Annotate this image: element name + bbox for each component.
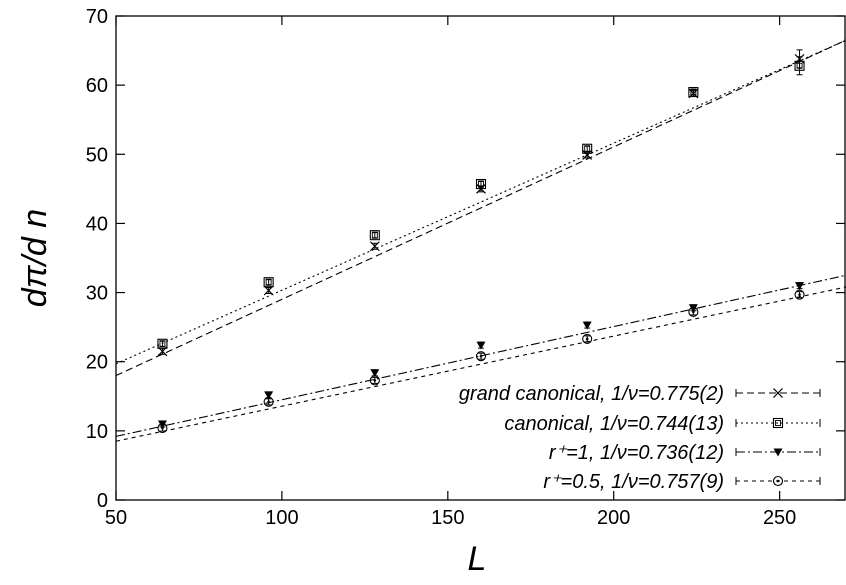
x-axis-label: L (468, 540, 487, 578)
data-point-series-4 (794, 289, 805, 300)
marker-inner (796, 62, 803, 69)
fit-line-series-4 (115, 286, 846, 442)
x-tick-label: 250 (763, 507, 796, 529)
marker-stroke (773, 388, 783, 398)
data-point-series-2 (369, 230, 380, 241)
x-tick-label: 200 (597, 507, 630, 529)
marker-outer (688, 306, 699, 317)
data-point-series-3 (264, 391, 274, 400)
data-points (157, 49, 805, 434)
legend-marker-series-3 (773, 448, 783, 457)
y-tick-label: 0 (97, 490, 108, 512)
marker-inner (776, 479, 780, 483)
data-point-series-3 (795, 282, 805, 291)
marker-inner (161, 426, 164, 430)
legend-label-series-3: r⁺=1, 1/ν=0.736(12) (549, 442, 724, 464)
fit-line-series-1 (115, 39, 846, 377)
marker-stroke (369, 241, 380, 252)
data-point-series-3 (370, 369, 380, 378)
data-point-series-4 (263, 396, 274, 407)
legend-label-series-4: r⁺=0.5, 1/ν=0.757(9) (543, 471, 724, 493)
marker-outer (582, 143, 593, 154)
marker-inner (265, 279, 272, 286)
data-point-series-4 (475, 351, 487, 362)
marker-inner (479, 354, 483, 358)
marker-inner (585, 337, 589, 341)
marker-inner (267, 400, 270, 404)
data-point-series-4 (369, 375, 380, 386)
data-point-series-2 (475, 178, 487, 190)
y-axis-label: dπ/d n (16, 209, 54, 307)
data-point-series-1 (369, 241, 380, 252)
data-point-series-2 (794, 60, 805, 71)
y-tick-label: 30 (86, 283, 108, 305)
y-tick-label: 50 (86, 144, 108, 166)
legend-label-series-1: grand canonical, 1/ν=0.775(2) (459, 383, 724, 405)
marker-inner (584, 145, 591, 152)
data-point-series-3 (688, 304, 698, 313)
axis-ticks (115, 15, 845, 501)
data-point-series-3 (582, 321, 592, 330)
y-tick-label: 40 (86, 213, 108, 235)
x-tick-label: 150 (431, 507, 464, 529)
marker-outer (157, 338, 168, 349)
y-tick-label: 10 (86, 421, 108, 443)
marker-outer (794, 289, 805, 300)
marker-inner (775, 420, 781, 426)
legend-marker-series-4 (772, 475, 784, 487)
y-tick-label: 70 (86, 6, 108, 28)
fit-line-series-3 (115, 274, 846, 437)
data-point-series-2 (582, 143, 593, 154)
fit-line-series-2 (115, 39, 846, 365)
y-tick-label: 20 (86, 352, 108, 374)
marker-inner (798, 293, 801, 296)
marker-inner (373, 379, 377, 382)
x-tick-label: 100 (265, 507, 298, 529)
fit-lines (115, 39, 846, 442)
marker-outer (475, 351, 487, 362)
marker-inner (478, 181, 484, 187)
y-tick-labels: 0 10 20 30 40 50 60 70 (86, 6, 108, 512)
marker-outer (369, 230, 380, 241)
marker-outer (475, 178, 487, 190)
legend: grand canonical, 1/ν=0.775(2) canonical, … (459, 383, 821, 493)
marker-outer (794, 60, 805, 71)
data-point-series-4 (688, 306, 699, 317)
marker-outer (772, 417, 784, 429)
legend-label-series-2: canonical, 1/ν=0.744(13) (504, 413, 724, 435)
marker-outer (263, 277, 274, 288)
data-point-series-2 (157, 338, 168, 349)
data-point-series-2 (263, 277, 274, 288)
data-point-series-3 (476, 341, 486, 350)
marker-outer (369, 375, 380, 386)
marker-inner (159, 340, 166, 347)
x-tick-label: 50 (105, 507, 127, 529)
data-point-series-3 (157, 420, 167, 429)
marker-outer (688, 87, 699, 98)
legend-marker-series-1 (773, 388, 783, 398)
plot-frame (115, 15, 846, 501)
x-tick-labels: 50 100 150 200 250 (105, 507, 796, 529)
legend-marker-series-2 (772, 417, 784, 429)
marker-outer (157, 423, 168, 434)
y-tick-label: 60 (86, 75, 108, 97)
data-point-series-4 (157, 423, 168, 434)
marker-outer (772, 475, 784, 487)
marker-inner (692, 310, 695, 314)
data-point-series-2 (688, 87, 699, 98)
marker-inner (690, 89, 697, 96)
marker-stroke (263, 285, 274, 296)
data-point-series-1 (263, 285, 274, 296)
marker-outer (263, 396, 274, 407)
marker-outer (582, 333, 593, 344)
marker-inner (371, 232, 378, 239)
data-point-series-4 (582, 333, 593, 344)
